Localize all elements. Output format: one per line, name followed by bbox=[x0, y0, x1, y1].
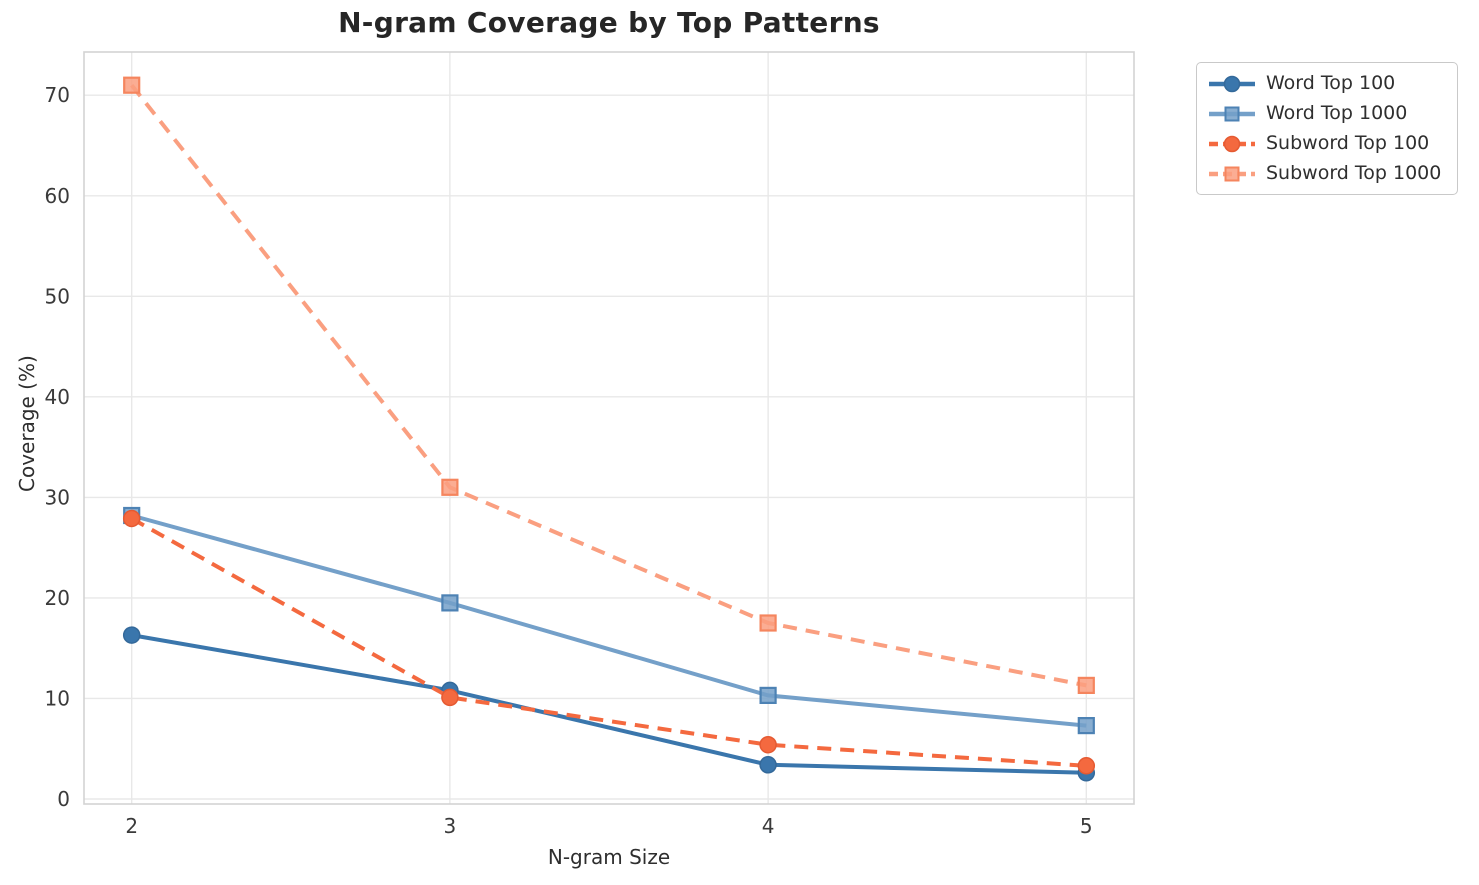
legend-item-word-top-100: Word Top 100 bbox=[1208, 72, 1441, 95]
y-tick-label: 70 bbox=[45, 83, 70, 107]
legend-item-subword-top-100: Subword Top 100 bbox=[1208, 132, 1441, 155]
y-tick-label: 10 bbox=[45, 686, 70, 710]
legend-marker bbox=[1224, 106, 1240, 121]
circle-marker-icon bbox=[1209, 135, 1255, 152]
marker-word-top-1000 bbox=[759, 686, 777, 705]
marker-word-top-1000 bbox=[441, 594, 459, 612]
x-tick-label: 2 bbox=[125, 814, 138, 838]
marker-subword-top-1000 bbox=[441, 478, 459, 496]
square-marker-icon bbox=[1209, 166, 1255, 181]
legend-label: Word Top 100 bbox=[1266, 72, 1396, 94]
marker-subword-top-100 bbox=[1077, 757, 1096, 775]
series-line-subword-top-1000 bbox=[130, 83, 1087, 688]
legend-marker bbox=[1224, 166, 1240, 181]
marker-subword-top-1000 bbox=[123, 76, 141, 94]
y-tick-label: 0 bbox=[57, 787, 70, 811]
series-line-word-top-100 bbox=[131, 633, 1087, 775]
marker-word-top-100 bbox=[122, 626, 141, 644]
legend-label: Word Top 1000 bbox=[1266, 102, 1408, 124]
legend-label: Subword Top 1000 bbox=[1266, 162, 1442, 184]
marker-subword-top-1000 bbox=[759, 614, 777, 632]
marker-subword-top-100 bbox=[122, 509, 141, 528]
marker-subword-top-100 bbox=[759, 735, 777, 754]
legend-item-word-top-1000: Word Top 1000 bbox=[1208, 102, 1441, 125]
marker-subword-top-100 bbox=[441, 688, 459, 707]
marker-word-top-1000 bbox=[1077, 716, 1095, 735]
y-axis-label: Coverage (%) bbox=[15, 355, 39, 492]
y-tick-label: 30 bbox=[45, 485, 70, 509]
y-tick-label: 20 bbox=[45, 586, 70, 610]
legend-label: Subword Top 100 bbox=[1266, 132, 1430, 154]
chart-title: N-gram Coverage by Top Patterns bbox=[338, 6, 880, 39]
series-line-word-top-1000 bbox=[131, 513, 1087, 728]
legend-marker bbox=[1223, 75, 1241, 92]
legend-item-subword-top-1000: Subword Top 1000 bbox=[1208, 162, 1441, 185]
y-tick-label: 40 bbox=[45, 385, 70, 409]
x-tick-label: 3 bbox=[444, 814, 457, 838]
x-tick-label: 5 bbox=[1080, 814, 1093, 838]
y-tick-label: 50 bbox=[45, 284, 70, 308]
legend-marker bbox=[1223, 135, 1241, 152]
y-tick-label: 60 bbox=[45, 184, 70, 208]
square-marker-icon bbox=[1209, 106, 1255, 121]
marker-subword-top-1000 bbox=[1077, 676, 1095, 695]
circle-marker-icon bbox=[1209, 75, 1255, 92]
x-axis-label: N-gram Size bbox=[547, 845, 671, 869]
plot-border bbox=[83, 51, 1135, 805]
legend: Word Top 100 Word Top 1000 Subword Top 100… bbox=[1196, 62, 1459, 195]
marker-word-top-100 bbox=[759, 756, 777, 774]
x-tick-label: 4 bbox=[762, 814, 775, 838]
